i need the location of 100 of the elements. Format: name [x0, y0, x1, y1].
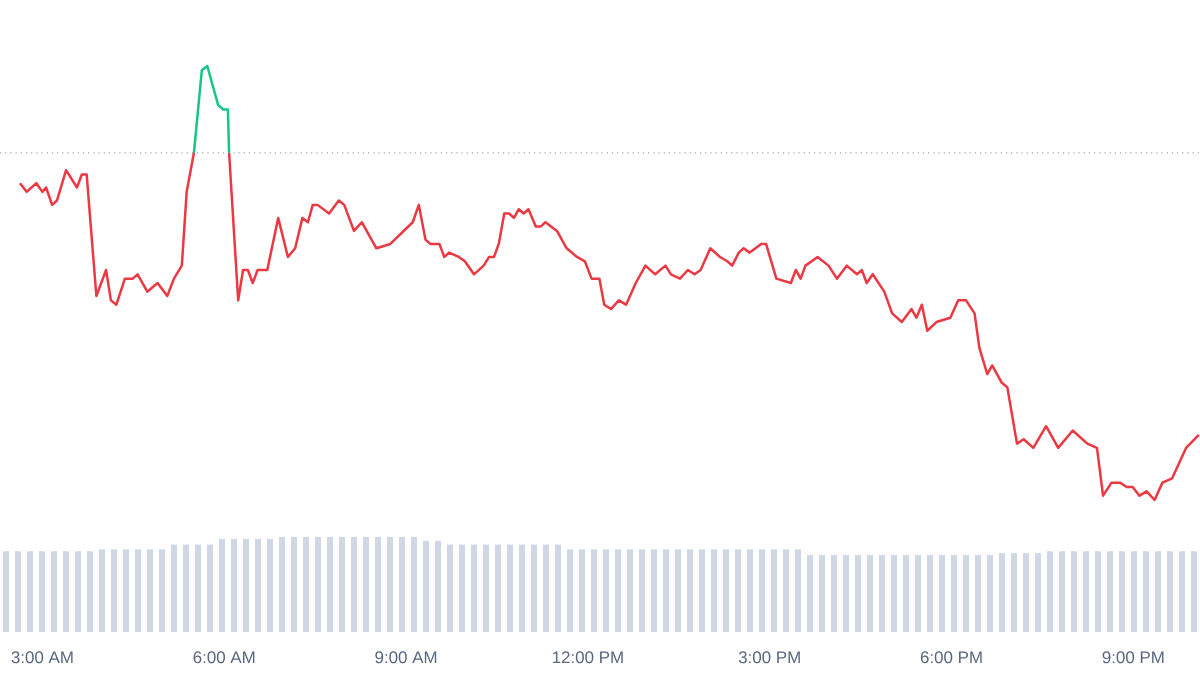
bar: [651, 549, 658, 632]
bar: [75, 551, 81, 632]
bar: [687, 549, 694, 632]
bar: [351, 537, 358, 632]
bar: [591, 549, 598, 632]
bar: [603, 549, 610, 632]
bar: [135, 549, 141, 632]
bar: [1167, 551, 1174, 632]
bar: [339, 537, 346, 632]
bar: [255, 538, 261, 632]
bar: [1119, 551, 1126, 632]
bar: [411, 537, 418, 632]
x-tick-label: 3:00 PM: [738, 651, 800, 664]
bar: [1107, 551, 1114, 632]
bar: [111, 549, 117, 632]
bar: [219, 538, 225, 632]
bar: [675, 549, 682, 632]
bar: [39, 551, 45, 632]
bar: [159, 549, 165, 632]
bar: [795, 549, 802, 632]
bar: [1179, 551, 1186, 632]
bar: [1155, 551, 1162, 632]
x-tick-label: 9:00 PM: [1102, 651, 1164, 664]
bar: [483, 544, 490, 632]
x-tick-label: 12:00 PM: [552, 651, 623, 664]
bar: [1095, 551, 1102, 632]
bar: [843, 555, 850, 632]
bar: [387, 537, 394, 632]
bar: [639, 549, 646, 632]
x-tick-label: 6:00 PM: [920, 651, 982, 664]
bar: [51, 551, 57, 632]
bar: [1047, 551, 1054, 632]
bar: [375, 537, 382, 632]
bar: [459, 544, 466, 632]
bar: [867, 555, 874, 632]
bar: [495, 544, 502, 632]
bar: [735, 549, 742, 632]
bar: [783, 549, 790, 632]
bar: [939, 555, 946, 632]
bar: [711, 549, 718, 632]
bar: [147, 549, 153, 632]
bar: [543, 544, 550, 632]
bar: [171, 544, 177, 632]
bar: [963, 555, 970, 632]
x-tick-label: 6:00 AM: [193, 651, 255, 664]
bar: [3, 551, 9, 632]
bar: [399, 537, 406, 632]
bar: [819, 555, 826, 632]
bar: [759, 549, 766, 632]
bar: [1131, 551, 1138, 632]
bar: [315, 537, 321, 632]
bar: [447, 544, 454, 632]
bar: [555, 544, 562, 632]
bar: [1023, 553, 1030, 632]
bar: [807, 555, 814, 632]
bar: [987, 555, 994, 632]
bar: [663, 549, 670, 632]
bar: [327, 537, 333, 632]
bar: [951, 555, 958, 632]
bar: [519, 544, 526, 632]
bar: [15, 551, 21, 632]
bar: [267, 538, 273, 632]
bar: [87, 551, 93, 632]
bar: [1191, 551, 1198, 632]
x-tick-label: 3:00 AM: [11, 651, 73, 664]
bar: [471, 544, 478, 632]
bar: [531, 544, 538, 632]
bar: [927, 555, 934, 632]
bar: [723, 549, 730, 632]
bar: [771, 549, 778, 632]
bar: [855, 555, 862, 632]
bar: [423, 540, 430, 632]
bar: [231, 538, 237, 632]
bar: [1035, 553, 1042, 632]
bar: [579, 549, 586, 632]
bar: [243, 538, 249, 632]
bar: [27, 551, 33, 632]
bar: [747, 549, 754, 632]
bar: [363, 537, 370, 632]
bar: [627, 549, 634, 632]
bar: [999, 553, 1006, 632]
bar: [63, 551, 69, 632]
bar: [1011, 553, 1018, 632]
bar: [207, 544, 213, 632]
bar: [879, 555, 886, 632]
bar: [303, 537, 309, 632]
bar: [831, 555, 838, 632]
bar: [195, 544, 201, 632]
bar: [699, 549, 706, 632]
bar: [279, 537, 285, 632]
bar: [123, 549, 129, 632]
bar: [1071, 551, 1078, 632]
bar: [1083, 551, 1090, 632]
bar: [507, 544, 514, 632]
bar: [903, 555, 910, 632]
bar: [975, 555, 982, 632]
bar: [291, 537, 297, 632]
bar: [891, 555, 898, 632]
bar: [183, 544, 189, 632]
bar: [567, 549, 574, 632]
